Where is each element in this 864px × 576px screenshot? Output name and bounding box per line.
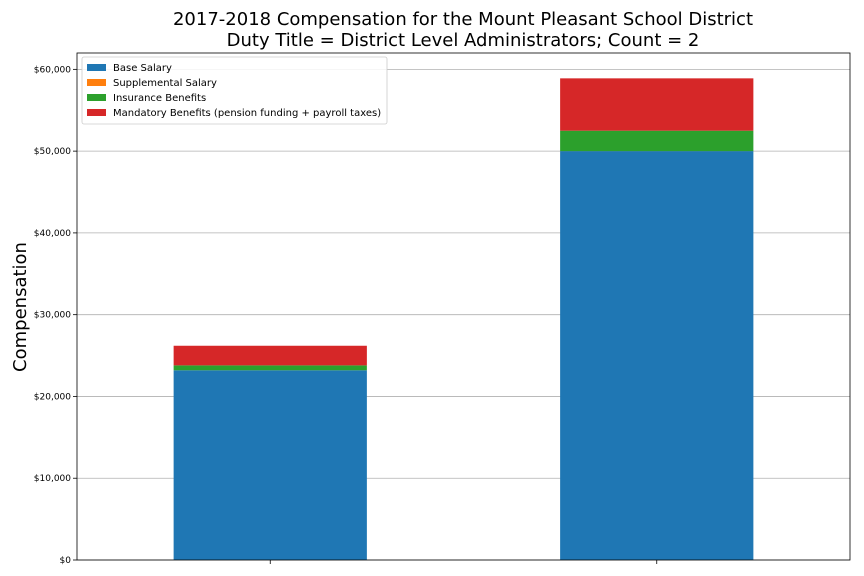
y-axis-label: Compensation [10, 242, 31, 372]
y-tick-label: $0 [60, 556, 72, 566]
chart-title: 2017-2018 Compensation for the Mount Ple… [173, 9, 753, 30]
legend: Base Salary Supplemental Salary Insurance … [81, 56, 388, 125]
legend-box [81, 56, 388, 125]
bar-segment [173, 345, 367, 366]
bar-segment [173, 370, 367, 560]
legend-label: Mandatory Benefits (pension funding + pa… [113, 108, 381, 119]
legend-swatch [87, 94, 106, 101]
bar-segment [173, 365, 367, 371]
legend-swatch [87, 79, 106, 86]
y-tick-label: $60,000 [34, 65, 71, 75]
bar-segment [560, 78, 754, 131]
bar-segment [560, 151, 754, 560]
y-tick-label: $10,000 [34, 474, 71, 484]
legend-label: Base Salary [113, 63, 172, 74]
y-tick-label: $40,000 [34, 229, 71, 239]
legend-label: Supplemental Salary [113, 78, 217, 89]
plot-frame [76, 52, 851, 561]
y-tick-label: $30,000 [34, 311, 71, 321]
chart-subtitle: Duty Title = District Level Administrato… [227, 30, 700, 51]
bars [173, 78, 754, 560]
y-tick-label: $50,000 [34, 147, 71, 157]
legend-swatch [87, 64, 106, 71]
y-tick-label: $20,000 [34, 392, 71, 402]
legend-swatch [87, 109, 106, 116]
legend-label: Insurance Benefits [113, 93, 206, 104]
axes: $0 $10,000 $20,000 $30,000 $40,000 $50,000 $60… [34, 52, 851, 566]
bar-segment [560, 130, 754, 152]
